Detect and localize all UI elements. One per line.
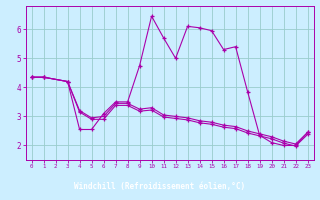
Text: Windchill (Refroidissement éolien,°C): Windchill (Refroidissement éolien,°C) bbox=[75, 182, 245, 190]
